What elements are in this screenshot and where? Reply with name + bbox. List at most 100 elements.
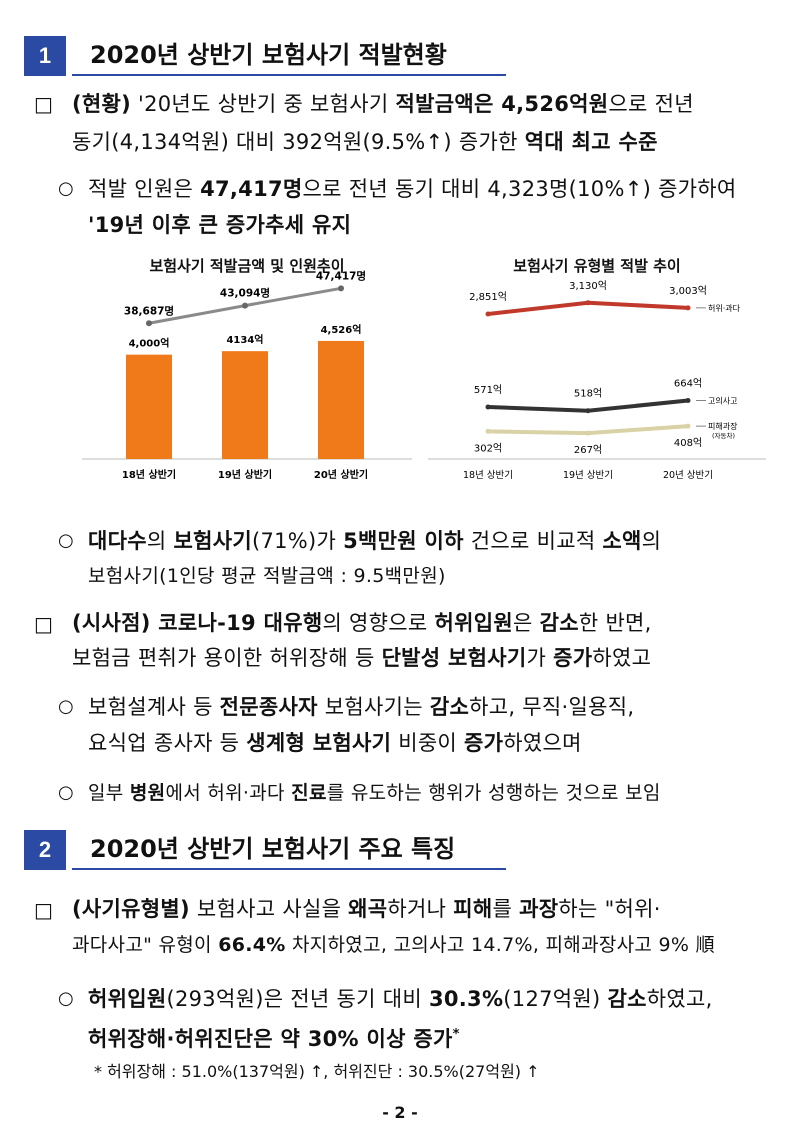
- bullet-majority-line2: 보험사기(1인당 평균 적발금액 : 9.5백만원): [88, 565, 446, 587]
- text: 한 반면,: [578, 611, 652, 635]
- series-point: [485, 404, 491, 410]
- footnote: * 허위장해 : 51.0%(137억원) ↑, 허위진단 : 30.5%(27…: [94, 1062, 540, 1081]
- text: 하거나: [387, 897, 454, 921]
- series-point: [585, 430, 591, 436]
- lead-label: (현황): [72, 92, 132, 116]
- series-point: [585, 300, 591, 306]
- x-tick-label: 20년 상반기: [663, 470, 713, 481]
- people-value-label: 43,094명: [220, 287, 270, 300]
- x-tick-label: 18년 상반기: [463, 470, 513, 481]
- text: 를: [492, 897, 520, 921]
- highlight-text: 5백만원 이하: [343, 529, 464, 553]
- bullet-trend-line2: 요식업 종사자 등 생계형 보험사기 비중이 증가하였으며: [88, 725, 582, 761]
- text: 으로 전년: [608, 92, 694, 116]
- paragraph-implication-line1: (시사점) 코로나-19 대유행의 영향으로 허위입원은 감소한 반면,: [72, 605, 652, 641]
- x-tick-label: 18년 상반기: [122, 468, 176, 481]
- people-point: [338, 285, 344, 292]
- circle-bullet: ○: [58, 782, 74, 803]
- section-title: 2020년 상반기 보험사기 적발현황: [72, 36, 506, 76]
- highlight-text: 47,417명: [200, 177, 303, 201]
- series-point: [685, 398, 691, 404]
- bar-value-label: 4134억: [226, 334, 263, 346]
- highlight-text: 대다수: [88, 529, 147, 553]
- series-value-label: 664억: [674, 378, 702, 390]
- text: 를 유도하는 행위가 성행하는 것으로 보임: [326, 782, 661, 804]
- highlight-text: 생계형 보험사기: [246, 731, 392, 755]
- text: 하고, 무직·일용직,: [469, 695, 635, 719]
- bullet-majority-line1: 대다수의 보험사기(71%)가 5백만원 이하 건으로 비교적 소액의: [88, 523, 661, 559]
- text: 에서 허위·과다: [165, 782, 292, 804]
- series-point: [585, 408, 591, 414]
- text: 요식업 종사자 등: [88, 731, 247, 755]
- bar-value-label: 4,526억: [321, 324, 362, 336]
- people-point: [242, 302, 248, 309]
- paragraph-implication-line2: 보험금 편취가 용이한 허위장해 등 단발성 보험사기가 증가하였고: [72, 640, 651, 676]
- series-value-label: 408억: [674, 437, 702, 449]
- legend-sublabel: (자동차): [712, 431, 735, 440]
- highlight-text: 감소: [539, 611, 579, 635]
- text: 동기(4,134억원) 대비 392억원(9.5%↑) 증가한: [72, 130, 525, 154]
- text: 보험금 편취가 용이한 허위장해 등: [72, 646, 382, 670]
- highlight-text: 증가: [464, 731, 504, 755]
- highlight-text: 과장: [519, 897, 559, 921]
- highlight-text: 진료: [291, 782, 327, 804]
- page-number: - 2 -: [382, 1103, 418, 1122]
- highlight-text: 허위입원: [88, 987, 167, 1011]
- section-title: 2020년 상반기 보험사기 주요 특징: [72, 830, 506, 870]
- highlight-text: 병원: [129, 782, 166, 804]
- bar-value-label: 4,000억: [129, 338, 170, 350]
- circle-bullet: ○: [58, 696, 74, 717]
- text: 건으로 비교적: [463, 529, 603, 553]
- text: 허위장해·허위진단은 약 30% 이상 증가: [88, 1027, 453, 1051]
- text: 하였고,: [646, 987, 713, 1011]
- people-value-label: 47,417명: [316, 269, 366, 282]
- highlight-text: 감소: [607, 987, 647, 1011]
- square-bullet: □: [34, 612, 53, 636]
- highlight-text: 코로나-19 대유행: [150, 611, 323, 635]
- text: 보험사고 사실을: [189, 897, 349, 921]
- bar-chart: 4,000억 18년 상반기 4134억 19년 상반기 4,526억 20년 상반기 38…: [82, 269, 412, 481]
- series-value-label: 3,130억: [569, 280, 607, 292]
- highlight-text: 역대 최고 수준: [524, 130, 658, 154]
- legend-label: 고의사고: [708, 396, 737, 406]
- text: 의: [146, 529, 174, 553]
- charts-area: 보험사기 적발금액 및 인원추이 보험사기 유형별 적발 추이 4,000억 18…: [82, 254, 766, 494]
- square-bullet: □: [34, 92, 53, 116]
- highlight-text: 왜곡: [348, 897, 388, 921]
- series-value-label: 302억: [474, 442, 502, 454]
- series-value-label: 2,851억: [469, 291, 507, 303]
- bullet-hospitalization-line2: 허위장해·허위진단은 약 30% 이상 증가*: [88, 1017, 460, 1057]
- legend-label: 피해과장: [708, 421, 738, 431]
- highlight-text: 피해: [453, 897, 493, 921]
- series-value-label: 571억: [474, 384, 502, 396]
- circle-bullet: ○: [58, 988, 74, 1009]
- paragraph-type-line1: (사기유형별) 보험사고 사실을 왜곡하거나 피해를 과장하는 "허위·: [72, 891, 661, 927]
- text: 하는 "허위·: [558, 897, 661, 921]
- highlight-text: 허위입원: [434, 611, 513, 635]
- highlight-text: 증가: [553, 646, 593, 670]
- square-bullet: □: [34, 898, 53, 922]
- bullet-hospital: 일부 병원에서 허위·과다 진료를 유도하는 행위가 성행하는 것으로 보임: [88, 775, 661, 811]
- lead-label: (사기유형별): [72, 897, 190, 921]
- text: 으로 전년 동기 대비 4,323명(10%↑) 증가하여: [302, 177, 737, 201]
- text: (127억원): [503, 987, 608, 1011]
- series-point: [685, 423, 691, 429]
- footnote-marker: *: [452, 1027, 460, 1042]
- section-1-header: 1 2020년 상반기 보험사기 적발현황: [24, 36, 506, 76]
- section-2-header: 2 2020년 상반기 보험사기 주요 특징: [24, 830, 506, 870]
- text: 하였으며: [503, 731, 582, 755]
- circle-bullet: ○: [58, 178, 74, 199]
- text: 의: [641, 529, 662, 553]
- section-number: 1: [24, 36, 66, 76]
- paragraph-status-line2: 동기(4,134억원) 대비 392억원(9.5%↑) 증가한 역대 최고 수준: [72, 124, 658, 160]
- x-tick-label: 19년 상반기: [218, 468, 272, 481]
- x-tick-label: 20년 상반기: [314, 468, 368, 481]
- highlight-text: 66.4%: [218, 934, 286, 956]
- bullet-hospitalization-line1: 허위입원(293억원)은 전년 동기 대비 30.3%(127억원) 감소하였고…: [88, 981, 713, 1017]
- text: 보험사기는: [317, 695, 430, 719]
- chart-2-title: 보험사기 유형별 적발 추이: [513, 257, 681, 275]
- text: 비중이: [391, 731, 465, 755]
- highlight-text: 적발금액은 4,526억원: [395, 92, 609, 116]
- paragraph-type-line2: 과다사고" 유형이 66.4% 차지하였고, 고의사고 14.7%, 피해과장사…: [72, 927, 715, 963]
- bullet-people-line1: 적발 인원은 47,417명으로 전년 동기 대비 4,323명(10%↑) 증…: [88, 171, 737, 207]
